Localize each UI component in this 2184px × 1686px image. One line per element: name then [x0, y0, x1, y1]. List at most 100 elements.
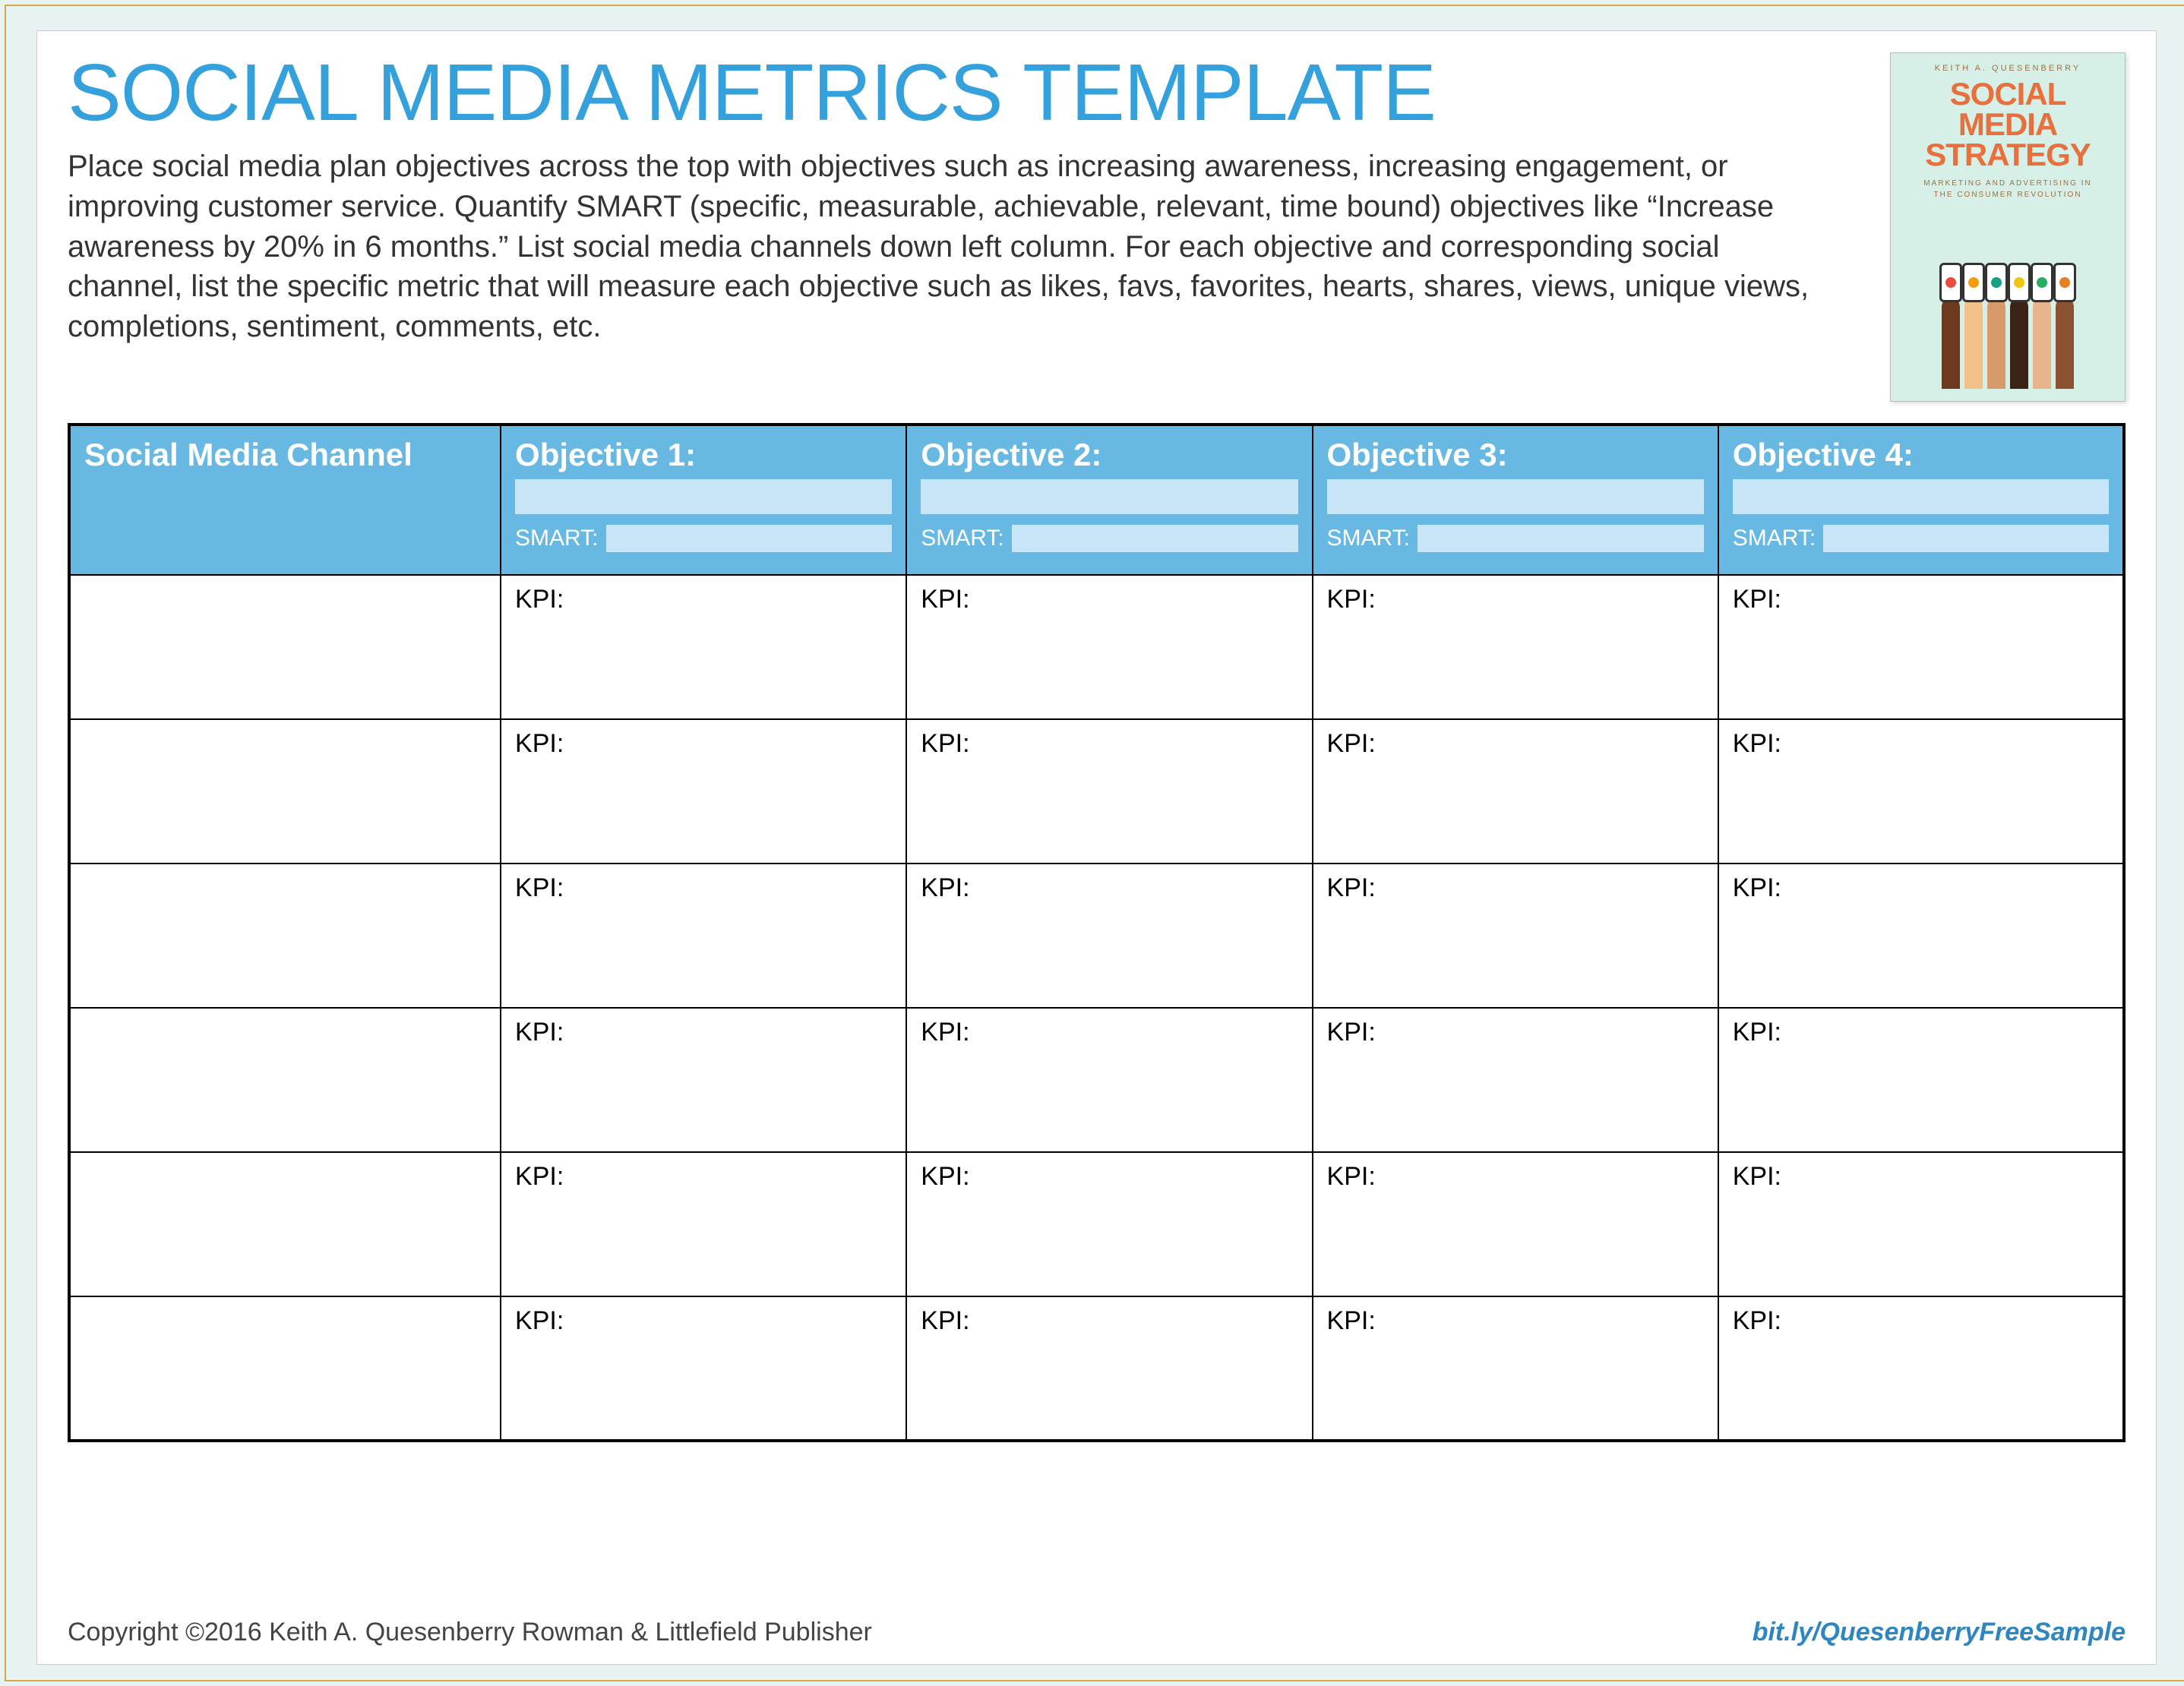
- book-title-line2: STRATEGY: [1925, 137, 2091, 172]
- content-card: SOCIAL MEDIA METRICS TEMPLATE Place soci…: [36, 30, 2157, 1665]
- kpi-label: KPI:: [1733, 1018, 1781, 1047]
- kpi-cell[interactable]: KPI:: [501, 719, 906, 864]
- footer-row: Copyright ©2016 Keith A. Quesenberry Row…: [68, 1618, 2126, 1647]
- channel-cell[interactable]: [69, 575, 501, 719]
- kpi-cell[interactable]: KPI:: [1718, 1008, 2124, 1152]
- objective-input[interactable]: [1733, 479, 2109, 514]
- smart-input[interactable]: [606, 525, 893, 552]
- book-illustration: [1898, 200, 2117, 393]
- kpi-cell[interactable]: KPI:: [906, 1296, 1312, 1441]
- arm-icon: [2051, 263, 2078, 389]
- kpi-label: KPI:: [515, 1306, 564, 1335]
- channel-cell[interactable]: [69, 719, 501, 864]
- objective-header-4: Objective 4: SMART:: [1718, 425, 2124, 575]
- kpi-label: KPI:: [921, 729, 969, 758]
- kpi-cell[interactable]: KPI:: [906, 864, 1312, 1008]
- kpi-cell[interactable]: KPI:: [1313, 1008, 1718, 1152]
- kpi-label: KPI:: [515, 585, 564, 614]
- kpi-cell[interactable]: KPI:: [1718, 575, 2124, 719]
- kpi-label: KPI:: [921, 873, 969, 902]
- objective-header-2: Objective 2: SMART:: [906, 425, 1312, 575]
- header-row: SOCIAL MEDIA METRICS TEMPLATE Place soci…: [68, 52, 2126, 402]
- kpi-cell[interactable]: KPI:: [906, 719, 1312, 864]
- objective-label: Objective 1:: [515, 437, 892, 473]
- kpi-cell[interactable]: KPI:: [1313, 1296, 1718, 1441]
- kpi-cell[interactable]: KPI:: [1718, 1296, 2124, 1441]
- table-row: KPI: KPI: KPI: KPI:: [69, 575, 2124, 719]
- smart-input[interactable]: [1012, 525, 1298, 552]
- kpi-cell[interactable]: KPI:: [501, 1296, 906, 1441]
- kpi-cell[interactable]: KPI:: [906, 1152, 1312, 1296]
- kpi-label: KPI:: [515, 873, 564, 902]
- objective-input[interactable]: [1327, 479, 1704, 514]
- channel-cell[interactable]: [69, 1296, 501, 1441]
- kpi-label: KPI:: [921, 1018, 969, 1047]
- kpi-label: KPI:: [1733, 1306, 1781, 1335]
- header-text-block: SOCIAL MEDIA METRICS TEMPLATE Place soci…: [68, 52, 1869, 347]
- kpi-cell[interactable]: KPI:: [906, 575, 1312, 719]
- kpi-cell[interactable]: KPI:: [1313, 575, 1718, 719]
- page-title: SOCIAL MEDIA METRICS TEMPLATE: [68, 52, 1869, 133]
- smart-input[interactable]: [1823, 525, 2109, 552]
- book-title: SOCIAL MEDIA STRATEGY: [1898, 79, 2117, 170]
- kpi-cell[interactable]: KPI:: [906, 1008, 1312, 1152]
- table-body: KPI:KPI:KPI:KPI:KPI:KPI:KPI:KPI:KPI:KPI:…: [69, 575, 2124, 1441]
- book-title-line1: SOCIAL MEDIA: [1950, 76, 2066, 142]
- smart-label: SMART:: [921, 526, 1004, 551]
- table-row: KPI: KPI: KPI: KPI:: [69, 864, 2124, 1008]
- kpi-label: KPI:: [921, 585, 969, 614]
- kpi-label: KPI:: [1733, 729, 1781, 758]
- table-row: KPI: KPI: KPI: KPI:: [69, 1296, 2124, 1441]
- metrics-table: Social Media Channel Objective 1: SMART:: [68, 423, 2126, 1442]
- copyright-text: Copyright ©2016 Keith A. Quesenberry Row…: [68, 1618, 872, 1647]
- objective-label: Objective 2:: [921, 437, 1297, 473]
- kpi-label: KPI:: [1327, 1306, 1376, 1335]
- objective-input[interactable]: [921, 479, 1297, 514]
- table-row: KPI: KPI: KPI: KPI:: [69, 1008, 2124, 1152]
- kpi-label: KPI:: [921, 1162, 969, 1191]
- table-row: KPI: KPI: KPI: KPI:: [69, 719, 2124, 864]
- objective-label: Objective 4:: [1733, 437, 2109, 473]
- kpi-cell[interactable]: KPI:: [501, 575, 906, 719]
- smart-label: SMART:: [515, 526, 598, 551]
- kpi-label: KPI:: [515, 1162, 564, 1191]
- objective-input[interactable]: [515, 479, 892, 514]
- kpi-cell[interactable]: KPI:: [1718, 719, 2124, 864]
- kpi-cell[interactable]: KPI:: [1313, 864, 1718, 1008]
- kpi-cell[interactable]: KPI:: [1718, 864, 2124, 1008]
- intro-paragraph: Place social media plan objectives acros…: [68, 147, 1830, 347]
- kpi-label: KPI:: [1327, 1018, 1376, 1047]
- book-subtitle: MARKETING AND ADVERTISING IN THE CONSUME…: [1923, 178, 2091, 200]
- kpi-cell[interactable]: KPI:: [501, 1152, 906, 1296]
- kpi-label: KPI:: [1327, 1162, 1376, 1191]
- channel-header: Social Media Channel: [69, 425, 501, 575]
- kpi-label: KPI:: [1327, 729, 1376, 758]
- table-row: KPI: KPI: KPI: KPI:: [69, 1152, 2124, 1296]
- smart-label: SMART:: [1733, 526, 1816, 551]
- smart-input[interactable]: [1418, 525, 1704, 552]
- kpi-label: KPI:: [1733, 1162, 1781, 1191]
- kpi-cell[interactable]: KPI:: [1313, 1152, 1718, 1296]
- kpi-label: KPI:: [1327, 873, 1376, 902]
- kpi-cell[interactable]: KPI:: [501, 864, 906, 1008]
- kpi-label: KPI:: [1733, 873, 1781, 902]
- objective-label: Objective 3:: [1327, 437, 1704, 473]
- kpi-cell[interactable]: KPI:: [1718, 1152, 2124, 1296]
- kpi-cell[interactable]: KPI:: [1313, 719, 1718, 864]
- channel-cell[interactable]: [69, 1008, 501, 1152]
- table-header-row: Social Media Channel Objective 1: SMART:: [69, 425, 2124, 575]
- kpi-label: KPI:: [515, 729, 564, 758]
- objective-header-3: Objective 3: SMART:: [1313, 425, 1718, 575]
- book-author: KEITH A. QUESENBERRY: [1935, 64, 2081, 73]
- sample-link[interactable]: bit.ly/QuesenberryFreeSample: [1753, 1618, 2126, 1647]
- objective-header-1: Objective 1: SMART:: [501, 425, 906, 575]
- page-frame: SOCIAL MEDIA METRICS TEMPLATE Place soci…: [5, 5, 2184, 1681]
- kpi-label: KPI:: [1733, 585, 1781, 614]
- metrics-table-zone: Social Media Channel Objective 1: SMART:: [68, 423, 2126, 1604]
- kpi-label: KPI:: [1327, 585, 1376, 614]
- kpi-label: KPI:: [515, 1018, 564, 1047]
- channel-cell[interactable]: [69, 864, 501, 1008]
- book-cover: KEITH A. QUESENBERRY SOCIAL MEDIA STRATE…: [1890, 52, 2126, 402]
- channel-cell[interactable]: [69, 1152, 501, 1296]
- kpi-cell[interactable]: KPI:: [501, 1008, 906, 1152]
